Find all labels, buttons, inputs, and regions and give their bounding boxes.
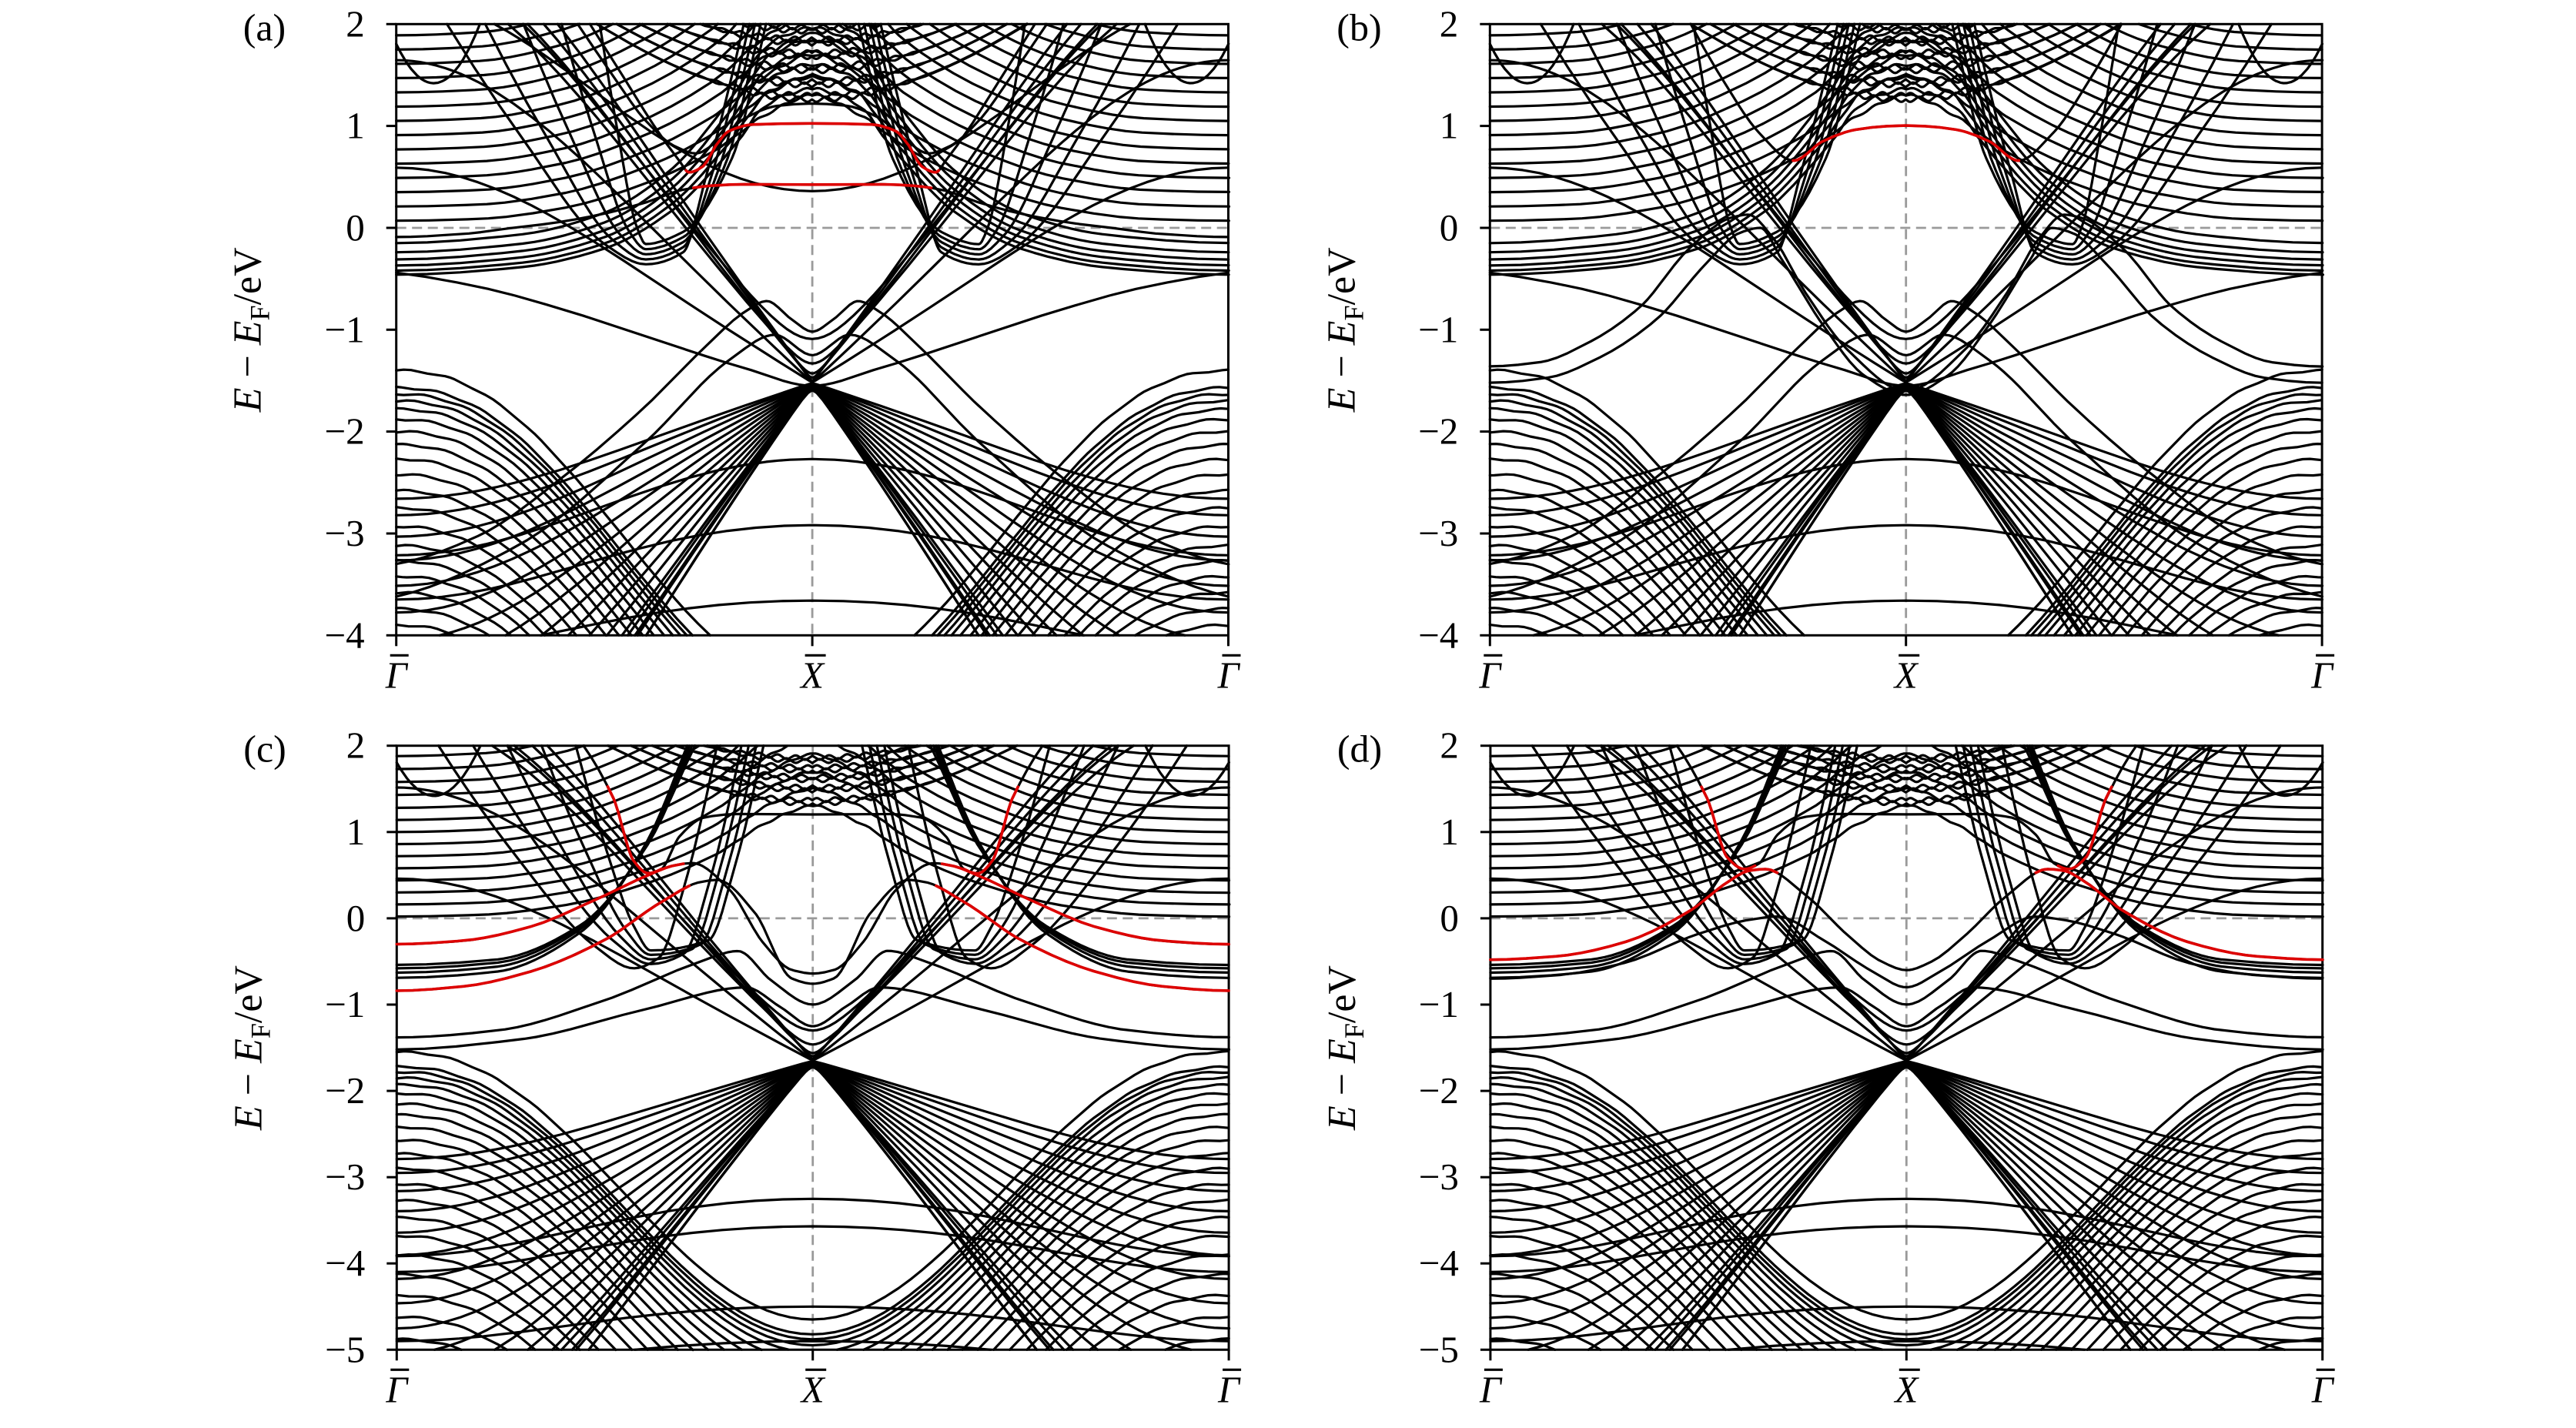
svg-text:−4: −4	[1418, 614, 1458, 656]
svg-text:0: 0	[346, 897, 366, 939]
svg-text:Γ: Γ	[1217, 1368, 1241, 1410]
svg-text:1: 1	[1440, 105, 1459, 147]
svg-text:−4: −4	[1419, 1242, 1459, 1284]
svg-text:2: 2	[1440, 2, 1459, 45]
svg-text:−3: −3	[1419, 1155, 1459, 1198]
svg-text:−2: −2	[1419, 1069, 1459, 1112]
svg-text:2: 2	[1440, 724, 1459, 767]
svg-text:2: 2	[346, 724, 366, 767]
svg-text:−3: −3	[325, 512, 365, 554]
svg-text:−5: −5	[325, 1328, 365, 1370]
svg-text:Γ: Γ	[2311, 1368, 2335, 1410]
svg-text:−3: −3	[325, 1155, 365, 1198]
svg-text:−1: −1	[325, 983, 365, 1025]
svg-text:−1: −1	[325, 308, 365, 350]
svg-text:X: X	[800, 1368, 826, 1410]
svg-text:Γ: Γ	[2310, 654, 2334, 696]
svg-text:(a): (a)	[243, 5, 286, 48]
svg-text:−5: −5	[1419, 1328, 1459, 1370]
svg-text:X: X	[1893, 654, 1919, 696]
svg-text:−4: −4	[325, 1242, 365, 1284]
svg-text:−1: −1	[1418, 308, 1458, 350]
svg-text:2: 2	[346, 2, 365, 45]
svg-text:−2: −2	[325, 1069, 365, 1112]
svg-text:−4: −4	[325, 614, 365, 656]
svg-text:Γ: Γ	[1478, 654, 1502, 696]
svg-text:E − EF/eV: E − EF/eV	[1320, 965, 1370, 1131]
svg-text:−1: −1	[1419, 983, 1459, 1025]
svg-text:−2: −2	[1418, 410, 1458, 453]
svg-text:0: 0	[1440, 206, 1459, 249]
svg-text:0: 0	[1440, 897, 1459, 939]
svg-text:0: 0	[346, 206, 365, 249]
svg-text:E − EF/eV: E − EF/eV	[226, 247, 276, 413]
svg-text:X: X	[1893, 1368, 1919, 1410]
svg-text:X: X	[799, 654, 825, 696]
svg-text:1: 1	[346, 105, 365, 147]
svg-text:Γ: Γ	[385, 654, 409, 696]
svg-text:(c): (c)	[243, 727, 286, 771]
svg-text:1: 1	[346, 811, 366, 853]
svg-text:E − EF/eV: E − EF/eV	[226, 965, 276, 1131]
svg-text:(d): (d)	[1337, 727, 1382, 771]
svg-text:E − EF/eV: E − EF/eV	[1320, 247, 1369, 413]
svg-text:Γ: Γ	[385, 1368, 409, 1410]
svg-text:Γ: Γ	[1479, 1368, 1503, 1410]
svg-text:Γ: Γ	[1217, 654, 1241, 696]
svg-text:(b): (b)	[1337, 5, 1381, 48]
svg-text:1: 1	[1440, 811, 1459, 853]
svg-text:−2: −2	[325, 410, 365, 453]
svg-text:−3: −3	[1418, 512, 1458, 554]
